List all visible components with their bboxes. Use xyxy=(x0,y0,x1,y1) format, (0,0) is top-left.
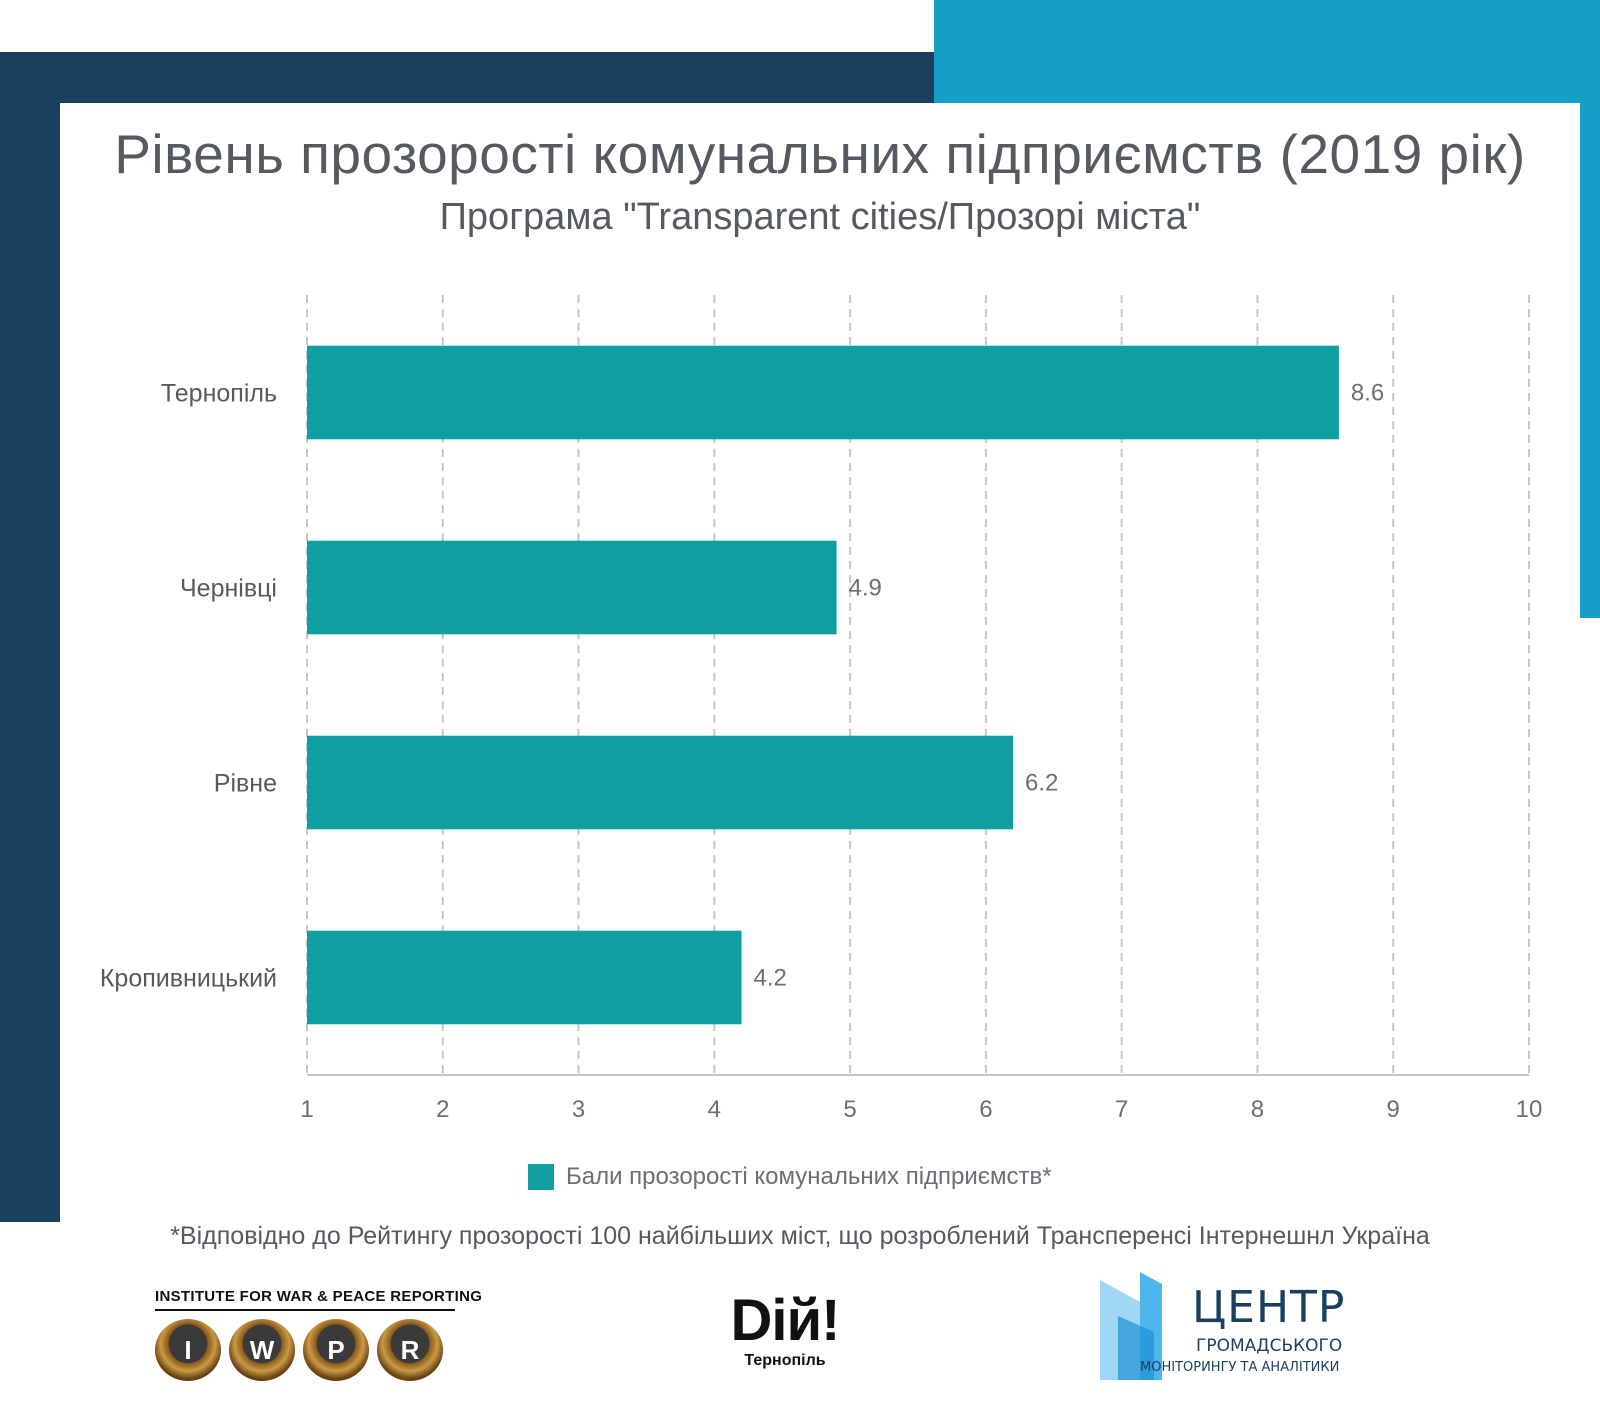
bar xyxy=(307,345,1339,440)
x-tick-label: 7 xyxy=(1115,1096,1128,1123)
bar xyxy=(307,735,1014,830)
category-label: Рівне xyxy=(214,770,277,798)
data-label: 4.2 xyxy=(753,965,786,992)
iwpr-key: W xyxy=(229,1319,295,1381)
data-label: 4.9 xyxy=(849,575,882,602)
bar xyxy=(307,930,742,1025)
x-tick-label: 5 xyxy=(843,1096,856,1123)
iwpr-key: R xyxy=(377,1319,443,1381)
x-tick-label: 9 xyxy=(1387,1096,1400,1123)
x-tick-label: 3 xyxy=(572,1096,585,1123)
diy-logo-mark: Dій! xyxy=(730,1288,841,1353)
x-tick-label: 1 xyxy=(300,1096,313,1123)
centre-logo: ЦЕНТР ГРОМАДСЬКОГО МОНІТОРИНГУ ТА АНАЛІТ… xyxy=(1100,1272,1344,1382)
iwpr-key: I xyxy=(155,1319,221,1381)
centre-logo-line2: ГРОМАДСЬКОГО xyxy=(1196,1336,1343,1356)
x-tick-label: 4 xyxy=(708,1096,721,1123)
iwpr-logo: INSTITUTE FOR WAR & PEACE REPORTING I W … xyxy=(155,1288,482,1388)
chart-title: Рівень прозорості комунальних підприємст… xyxy=(114,123,1526,185)
data-label: 8.6 xyxy=(1351,380,1384,407)
chart-subtitle: Програма "Transparent cities/Прозорі міс… xyxy=(439,196,1201,238)
x-tick-label: 10 xyxy=(1516,1096,1543,1123)
centre-logo-line1: ЦЕНТР xyxy=(1192,1282,1346,1333)
iwpr-key: P xyxy=(303,1319,369,1381)
category-label: Тернопіль xyxy=(161,380,277,408)
data-label: 6.2 xyxy=(1025,770,1058,797)
category-label: Чернівці xyxy=(180,575,277,603)
centre-logo-line3: МОНІТОРИНГУ ТА АНАЛІТИКИ xyxy=(1140,1360,1340,1375)
diy-logo-city: Тернопіль xyxy=(744,1352,826,1369)
iwpr-logo-name: INSTITUTE FOR WAR & PEACE REPORTING xyxy=(155,1288,482,1311)
footnote: *Відповідно до Рейтингу прозорості 100 н… xyxy=(170,1222,1430,1250)
x-tick-label: 2 xyxy=(436,1096,449,1123)
centre-logo-buildings-icon xyxy=(1100,1272,1162,1380)
x-tick-label: 6 xyxy=(979,1096,992,1123)
x-tick-label: 8 xyxy=(1251,1096,1264,1123)
legend-swatch xyxy=(528,1164,554,1190)
bar xyxy=(307,540,837,635)
legend: Бали прозорості комунальних підприємств* xyxy=(528,1162,1052,1192)
diy-logo: Dій! Тернопіль xyxy=(715,1290,855,1380)
legend-label: Бали прозорості комунальних підприємств* xyxy=(566,1163,1052,1190)
category-label: Кропивницький xyxy=(100,965,277,993)
chart-card xyxy=(60,103,1580,1233)
